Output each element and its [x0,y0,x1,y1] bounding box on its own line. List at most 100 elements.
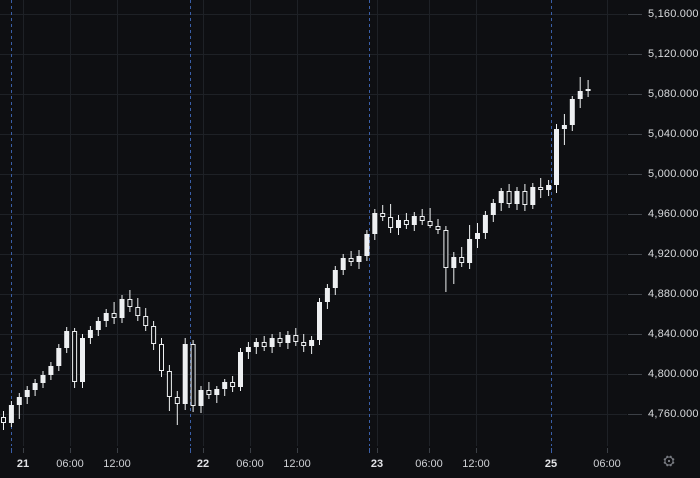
time-axis-label: 22 [196,458,210,470]
candle-body [16,397,22,405]
price-axis-label: 4,880.000 [648,288,699,300]
price-axis-label: 5,080.000 [648,88,699,100]
price-axis-label: 4,760.000 [648,408,699,420]
candle-body [301,342,307,346]
candle-body [396,220,401,228]
candle-body [364,234,370,256]
candle-body [411,216,417,225]
candle-body [577,91,583,99]
candle-body [435,226,441,230]
candle-body [261,342,267,347]
candle-body [538,187,544,190]
candle-body [554,129,559,185]
price-axis-label: 5,160.000 [648,8,699,20]
candle-body [419,216,425,221]
gear-tooth [663,461,666,464]
gear-tooth [672,461,675,464]
candle-body [498,191,504,203]
candle-body [443,230,449,268]
candle-body [293,335,299,342]
candle-body [230,382,236,387]
time-axis[interactable]: 21 06:00 12:00 22 06:00 12:00 23 06:00 12:00 25 06… [0,448,700,478]
time-axis-label: 25 [544,458,558,470]
price-axis-label: 5,120.000 [648,48,699,60]
gear-tooth [663,458,666,461]
candle-body [95,321,101,330]
candle-body [64,331,70,348]
candle-body [285,335,291,343]
candle-body [427,221,433,226]
candle-body [174,397,180,404]
candle-body [356,256,362,262]
candle-body [238,352,243,387]
candle-body [119,299,125,318]
gear-tooth [666,464,669,467]
candle-body [253,342,259,347]
candle-body [317,302,322,340]
gear-tooth [669,464,672,467]
candle-body [143,316,149,326]
candle-body [151,326,157,344]
candle-body [324,288,330,302]
candle-body [32,383,38,390]
time-axis-label: 06:00 [593,458,621,470]
candle-body [530,187,536,205]
candle-body [198,390,204,406]
candle-body [24,390,30,397]
candle-body [569,99,575,125]
candle-body [561,125,567,129]
candle-body [111,313,117,318]
candle-body [585,89,591,91]
time-axis-label: 06:00 [415,458,443,470]
time-axis-label: 23 [370,458,384,470]
price-axis-label: 5,000.000 [648,168,699,180]
candle-body [190,344,196,406]
candle-body [214,389,220,395]
candle-body [332,270,338,288]
candle-body [277,338,283,343]
candle-body [245,347,251,352]
candle-body [87,330,93,338]
candle-body [206,390,212,395]
candle-body [309,340,315,346]
candle-body [522,191,528,205]
candle-body [467,239,473,263]
candle-body [388,217,394,228]
candle-body [451,257,457,268]
time-axis-label: 21 [16,458,30,470]
price-axis-label: 5,040.000 [648,128,699,140]
candle-body [459,257,465,263]
gear-tooth [666,455,669,458]
candle-body [482,215,488,233]
candle-body [222,382,228,389]
time-axis-label: 12:00 [103,458,131,470]
candle-body [72,331,78,382]
candle-body [166,371,172,397]
axis-settings-button[interactable] [661,453,677,469]
time-axis-label: 12:00 [283,458,311,470]
candle-body [56,348,62,366]
time-axis-label: 06:00 [56,458,84,470]
candle-body [403,220,409,225]
candle-body [127,299,133,307]
candle-body [340,258,346,270]
candle-body [80,338,85,382]
price-axis-label: 4,840.000 [648,328,699,340]
candle-body [546,185,552,190]
gear-tooth [669,455,672,458]
candle-body [135,307,141,316]
candle-body [159,344,164,371]
candle-body [490,203,496,215]
time-axis-label: 12:00 [462,458,490,470]
candle-body [48,366,54,375]
candle-body [514,191,520,204]
price-axis[interactable]: 5,160.000 5,120.000 5,080.000 5,040.000 5,00… [628,0,700,446]
candle-body [348,258,354,262]
price-axis-label: 4,960.000 [648,208,699,220]
candle-body [182,344,188,404]
candle-body [269,338,275,347]
candle-body [506,191,512,204]
candle-body [475,233,480,239]
